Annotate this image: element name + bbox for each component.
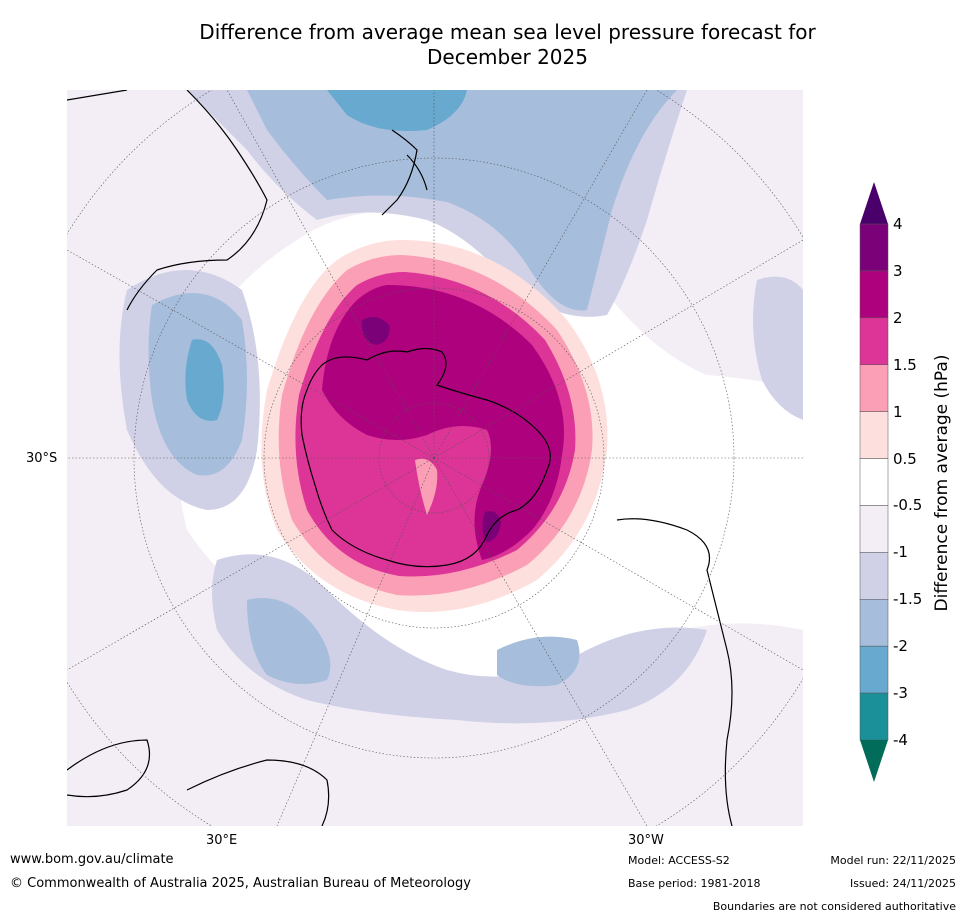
colorbar-tick-label: 3	[893, 261, 903, 280]
footer-url[interactable]: www.bom.gov.au/climate	[10, 852, 174, 867]
polar-map	[67, 90, 803, 826]
footer-base-period: Base period: 1981-2018	[628, 877, 761, 890]
lat-circle-30s	[133, 157, 735, 759]
meridian-150e	[226, 90, 435, 459]
colorbar-tick-label: -2	[893, 637, 908, 656]
meridian-30w	[433, 457, 648, 826]
meridian-30e	[276, 457, 435, 826]
africa-coast	[67, 739, 330, 826]
colorbar-segment	[859, 505, 889, 553]
colorbar-tick-label: -1	[893, 543, 908, 562]
new-zealand-coast	[381, 129, 428, 216]
meridian-150w	[433, 90, 648, 459]
colorbar-segment	[859, 270, 889, 319]
colorbar-segment	[859, 552, 889, 600]
graticule	[67, 90, 803, 826]
lon-label-30w: 30°W	[628, 833, 664, 848]
footer-model: Model: ACCESS-S2	[628, 854, 730, 867]
colorbar-segment	[859, 364, 889, 412]
meridian-120w	[433, 239, 803, 459]
meridian-60w	[433, 457, 803, 671]
footer-copyright: © Commonwealth of Australia 2025, Austra…	[10, 876, 471, 891]
colorbar-segment	[859, 458, 889, 506]
colorbar-tick-label: -1.5	[893, 590, 923, 609]
colorbar-segment	[859, 317, 889, 365]
meridian-120e	[67, 249, 435, 459]
colorbar-tick-label: -4	[893, 731, 908, 749]
colorbar-segments	[859, 223, 889, 741]
antarctica-coast	[300, 347, 551, 568]
colorbar-segment	[859, 599, 889, 647]
colorbar-segment	[859, 411, 889, 459]
lat-circle-inner	[378, 402, 490, 514]
indian-low	[119, 270, 260, 510]
colorbar-tick-label: 1.5	[893, 355, 917, 374]
chart-title: Difference from average mean sea level p…	[150, 20, 865, 70]
australia-coast	[67, 90, 268, 311]
colorbar-tick-label: -0.5	[893, 496, 923, 515]
colorbar-over-arrow	[860, 182, 888, 224]
colorbar-under-arrow	[860, 740, 888, 782]
colorbar-tick-label: 1	[893, 402, 903, 421]
colorbar-segment	[859, 645, 889, 694]
colorbar-segment	[859, 223, 889, 272]
title-line-1: Difference from average mean sea level p…	[199, 20, 816, 44]
colorbar-tick-label: -3	[893, 684, 908, 703]
lon-label-30e: 30°E	[206, 833, 238, 848]
colorbar-tick-label: 0.5	[893, 449, 917, 468]
colorbar-tick-label: 2	[893, 308, 903, 327]
footer-issued: Issued: 24/11/2025	[849, 877, 956, 890]
meridian-60e	[67, 457, 435, 671]
lat-circle-mid	[263, 287, 605, 629]
title-line-2: December 2025	[427, 45, 588, 69]
footer-disclaimer: Boundaries are not considered authoritat…	[712, 900, 956, 913]
colorbar-segment	[859, 692, 889, 741]
map-svg	[67, 90, 803, 826]
pacific-low	[187, 90, 687, 317]
colorbar-tick-label: 4	[893, 215, 903, 233]
footer-model-run: Model run: 22/11/2025	[830, 854, 956, 867]
colorbar-title: Difference from average (hPa)	[932, 354, 952, 612]
lat-label-30s: 30°S	[26, 451, 58, 466]
